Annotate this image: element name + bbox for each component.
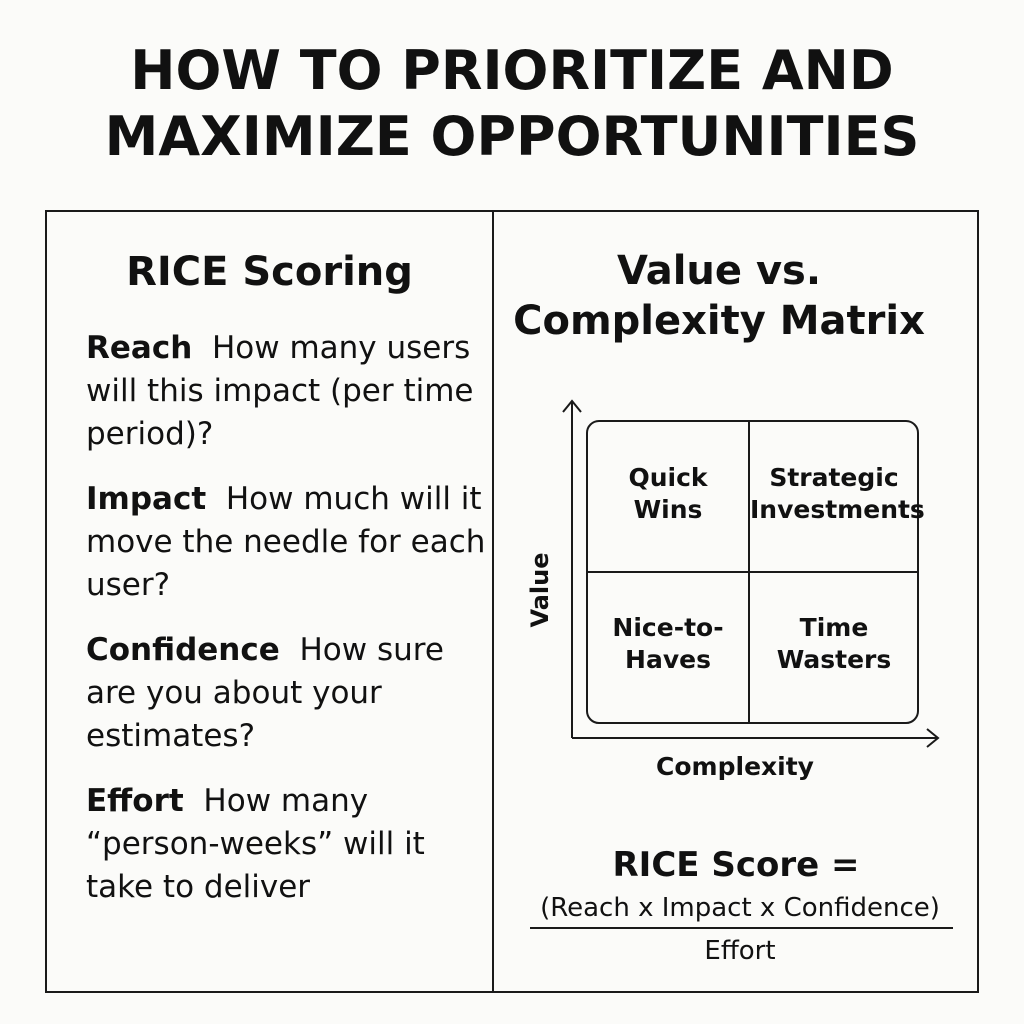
y-axis-label: Value	[526, 552, 554, 628]
quadrant-time-wasters-line-2: Wasters	[776, 645, 892, 674]
x-axis-label: Complexity	[656, 752, 814, 781]
rice-scoring-heading: RICE Scoring	[126, 249, 413, 295]
quadrant-strategic-investments: Strategic Investments	[750, 462, 925, 526]
criterion-impact: Impact How much will it move the needle …	[86, 478, 486, 607]
criterion-effort-description: How many “person-weeks” will it take to …	[86, 783, 425, 905]
formula-fraction-bar	[530, 927, 953, 929]
quadrant-strategic-investments-line-1: Strategic	[769, 463, 899, 492]
criterion-effort: Effort How many “person-weeks” will it t…	[86, 780, 486, 909]
formula-heading: RICE Score =	[612, 845, 860, 885]
quadrant-strategic-investments-line-2: Investments	[750, 495, 925, 524]
page-title-line-2: MAXIMIZE OPPORTUNITIES	[104, 105, 920, 168]
quadrant-quick-wins: Quick Wins	[588, 462, 748, 526]
panel-divider	[492, 210, 494, 993]
content-frame	[45, 210, 979, 993]
quadrant-quick-wins-line-1: Quick	[628, 463, 708, 492]
quadrant-quick-wins-line-2: Wins	[633, 495, 703, 524]
criterion-effort-term: Effort	[86, 783, 184, 819]
x-axis-arrowhead	[926, 728, 940, 748]
formula-denominator: Effort	[704, 936, 776, 966]
quadrant-time-wasters: Time Wasters	[750, 612, 918, 676]
quadrant-nice-to-haves-line-1: Nice-to-	[612, 613, 724, 642]
page-title-line-1: HOW TO PRIORITIZE AND	[130, 39, 894, 102]
quadrant-nice-to-haves: Nice-to- Haves	[588, 612, 748, 676]
criterion-confidence-term: Confidence	[86, 632, 280, 668]
criterion-impact-description: How much will it move the needle for eac…	[86, 481, 486, 603]
criterion-reach-term: Reach	[86, 330, 193, 366]
matrix-heading-line-2: Complexity Matrix	[513, 298, 925, 344]
criterion-confidence: Confidence How sure are you about your e…	[86, 629, 486, 758]
quadrant-time-wasters-line-1: Time	[799, 613, 869, 642]
criterion-reach: Reach How many users will this impact (p…	[86, 327, 486, 456]
criterion-reach-description: How many users will this impact (per tim…	[86, 330, 474, 452]
page-title: HOW TO PRIORITIZE AND MAXIMIZE OPPORTUNI…	[0, 38, 1024, 170]
y-axis-arrowhead	[562, 399, 582, 413]
quadrant-nice-to-haves-line-2: Haves	[625, 645, 711, 674]
criterion-confidence-description: How sure are you about your estimates?	[86, 632, 444, 754]
formula-numerator: (Reach x Impact x Confidence)	[540, 893, 940, 923]
matrix-heading: Value vs. Complexity Matrix	[494, 246, 944, 346]
matrix-heading-line-1: Value vs.	[616, 248, 822, 294]
criterion-impact-term: Impact	[86, 481, 207, 517]
